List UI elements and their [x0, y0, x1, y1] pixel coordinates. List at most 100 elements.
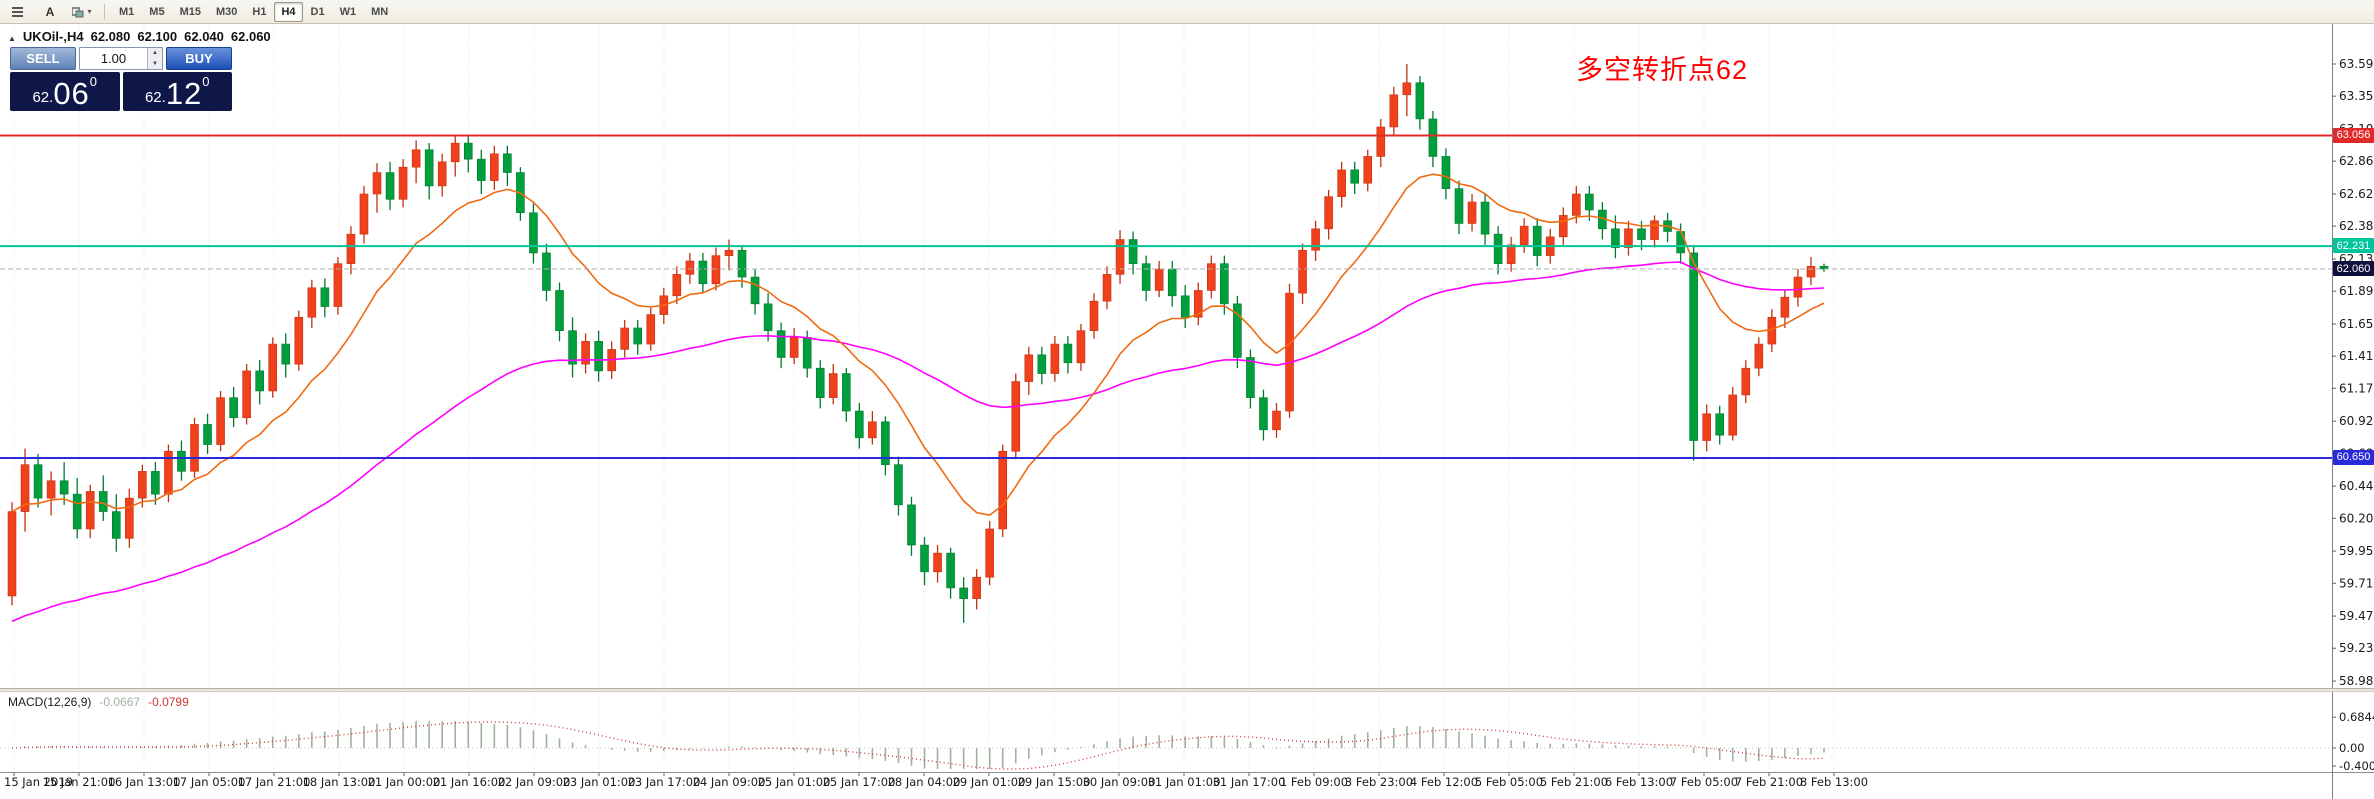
candle: [490, 153, 499, 181]
candles: [7, 64, 1829, 623]
time-axis-label: 17 Jan 21:00: [238, 775, 311, 789]
candle: [1154, 268, 1164, 291]
price-axis-label: 62.380: [2339, 219, 2374, 233]
time-axis-label: 25 Jan 17:00: [823, 775, 896, 789]
candle: [711, 255, 721, 285]
candle: [1167, 268, 1177, 297]
candle: [1063, 343, 1073, 364]
candle: [268, 343, 278, 392]
price-axis-label: 61.170: [2339, 381, 2374, 395]
candle: [385, 172, 395, 200]
candle: [346, 233, 356, 264]
candle: [1246, 357, 1255, 398]
candle: [750, 276, 760, 305]
list-icon: [11, 6, 23, 17]
volume-value[interactable]: 1.00: [100, 51, 127, 66]
macd-axis-label: 0.6844: [2339, 710, 2374, 724]
candle: [594, 341, 603, 372]
candle: [1428, 118, 1438, 157]
candle: [1585, 193, 1594, 211]
candle: [1454, 188, 1464, 224]
chart-text-annotation[interactable]: 多空转折点62: [1576, 55, 1749, 85]
price-axis-label: 59.230: [2339, 641, 2374, 655]
horizontal-lines: [0, 134, 2332, 459]
timeframe-button-H4[interactable]: H4: [274, 1, 303, 22]
volume-field[interactable]: 1.00 ▲ ▼: [79, 47, 163, 70]
time-axis-label: 21 Jan 00:00: [368, 775, 441, 789]
toolbar-separator: [104, 3, 105, 20]
price-axis-label: 63.590: [2339, 57, 2374, 71]
sell-button[interactable]: SELL: [10, 47, 76, 70]
candle: [1024, 354, 1034, 382]
cursor-tool-button[interactable]: A: [35, 1, 65, 22]
timeframe-button-H1[interactable]: H1: [252, 5, 267, 18]
time-axis-label: 6 Feb 13:00: [1605, 775, 1673, 789]
candle: [1207, 263, 1216, 291]
time-axis-label: 29 Jan 01:00: [953, 775, 1026, 789]
volume-up-icon[interactable]: ▲: [152, 50, 158, 57]
candle: [959, 587, 968, 599]
timeframe-button-W1[interactable]: W1: [339, 5, 357, 18]
time-axis-label: 3 Feb 23:00: [1345, 775, 1413, 789]
candle: [151, 471, 160, 495]
timeframe-button-M15[interactable]: M15: [179, 5, 201, 18]
candle: [1259, 397, 1268, 431]
candle: [894, 464, 903, 506]
candle: [1806, 266, 1816, 278]
candle: [372, 172, 382, 195]
timeframe-button-M30[interactable]: M30: [215, 5, 238, 18]
caret-down-icon: ▾: [87, 6, 92, 16]
candle: [1532, 225, 1542, 256]
price-axis-label: 60.925: [2339, 414, 2374, 428]
candle: [672, 274, 682, 297]
bid-price-display[interactable]: 62. 06 0: [10, 72, 120, 111]
candle: [1376, 126, 1386, 157]
buy-button[interactable]: BUY: [166, 47, 232, 70]
candle: [881, 421, 890, 465]
macd-signal-value: -0.0799: [148, 695, 189, 709]
macd-signal-line: [11, 721, 1825, 770]
candle: [1233, 303, 1242, 358]
candle: [776, 330, 786, 358]
candle: [1741, 367, 1751, 396]
candle: [698, 260, 708, 285]
objects-tool-button[interactable]: ▾: [67, 1, 97, 22]
candle: [1506, 244, 1516, 264]
price-axis-label: 58.985: [2339, 674, 2374, 688]
candle: [1558, 215, 1568, 238]
candle: [1572, 193, 1581, 216]
time-axis-label: 8 Feb 13:00: [1800, 775, 1868, 789]
toolbar: A ▾ M1 M5 M15 M30 H1 H4 D1 W1 MN: [0, 0, 2374, 24]
bar-open: 62.080: [90, 29, 131, 44]
candle: [555, 290, 564, 331]
timeframe-button-M5[interactable]: M5: [149, 5, 165, 18]
symbol-name: UKOil-,H4: [22, 29, 84, 44]
charts-list-button[interactable]: [3, 1, 33, 22]
candle: [568, 330, 577, 365]
price-axis-label: 59.715: [2339, 576, 2374, 590]
timeframe-button-M1[interactable]: M1: [119, 5, 135, 18]
candle: [763, 303, 773, 331]
ask-pipette: 0: [202, 74, 210, 89]
ma-slow-line: [11, 261, 1825, 623]
candle: [842, 373, 851, 412]
candle: [203, 424, 212, 445]
ask-price-display[interactable]: 62. 12 0: [122, 72, 232, 111]
candle: [242, 370, 251, 419]
candle: [294, 316, 304, 365]
volume-down-icon[interactable]: ▼: [152, 60, 158, 67]
candle: [98, 491, 108, 512]
candle: [1285, 292, 1294, 412]
hline-price-badge: 62.231: [2333, 238, 2374, 254]
candle: [216, 397, 225, 445]
candle: [1728, 394, 1738, 436]
time-axis-label: 7 Feb 21:00: [1735, 775, 1803, 789]
moving-averages: [11, 173, 1825, 623]
timeframe-button-D1[interactable]: D1: [310, 5, 325, 18]
time-axis-label: 23 Jan 01:00: [563, 775, 636, 789]
candle: [907, 504, 916, 546]
time-axis-label: 29 Jan 15:00: [1018, 775, 1091, 789]
timeframe-button-MN[interactable]: MN: [371, 5, 389, 18]
